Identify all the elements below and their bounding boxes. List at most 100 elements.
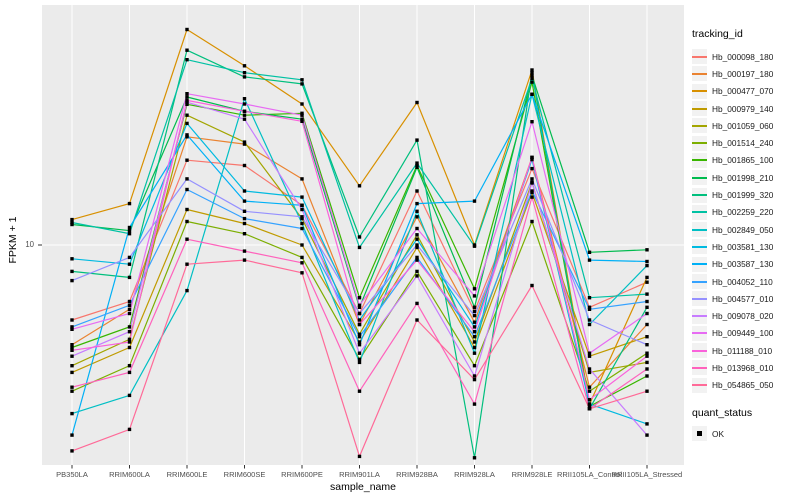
legend-line-key — [692, 49, 707, 65]
data-point — [242, 163, 247, 168]
data-point — [472, 374, 477, 378]
data-point — [185, 92, 189, 96]
data-point — [127, 393, 132, 398]
data-point — [645, 263, 649, 268]
data-point — [415, 138, 419, 142]
legend-item-label: Hb_003587_130 — [712, 259, 774, 270]
data-point — [185, 48, 189, 52]
data-point — [300, 215, 304, 219]
data-point — [357, 296, 362, 300]
color-line-icon — [692, 176, 707, 179]
data-point — [415, 209, 419, 213]
color-line-icon — [692, 384, 707, 387]
legend-item-Hb_009449_100: Hb_009449_100 — [692, 325, 800, 342]
legend: tracking_id Hb_000098_180 Hb_000197_180 Hb… — [692, 28, 800, 442]
data-point — [530, 76, 534, 80]
color-line-icon — [692, 107, 707, 110]
legend-item-Hb_001514_240: Hb_001514_240 — [692, 134, 800, 151]
data-point — [70, 327, 74, 331]
data-point — [300, 177, 304, 181]
legend-item-label: Hb_001514_240 — [712, 138, 774, 149]
data-point — [587, 389, 592, 393]
legend-item-label: Hb_000477_070 — [712, 86, 774, 97]
data-point — [530, 189, 534, 193]
data-point — [70, 449, 74, 453]
data-point — [127, 307, 132, 311]
data-point — [185, 219, 189, 224]
data-point — [300, 119, 304, 123]
legend-item-Hb_000098_180: Hb_000098_180 — [692, 48, 800, 65]
data-point — [70, 318, 74, 322]
data-point — [357, 303, 362, 307]
data-point — [242, 140, 247, 144]
legend-line-key — [692, 377, 707, 393]
data-point — [127, 303, 132, 307]
data-point — [127, 201, 132, 206]
data-point — [472, 340, 477, 344]
data-point — [645, 374, 649, 378]
legend-item-Hb_009078_020: Hb_009078_020 — [692, 307, 800, 324]
legend-item-label: Hb_009078_020 — [712, 311, 774, 322]
data-point — [70, 348, 74, 352]
data-point — [587, 351, 592, 355]
data-point — [300, 243, 304, 247]
data-point — [242, 142, 247, 146]
color-line-icon — [692, 159, 707, 162]
legend-line-key — [692, 170, 707, 186]
data-point — [587, 322, 592, 327]
data-point — [185, 237, 189, 241]
data-point — [357, 184, 362, 188]
data-point — [242, 64, 247, 68]
data-point — [587, 367, 592, 371]
legend-item-Hb_004052_110: Hb_004052_110 — [692, 273, 800, 290]
legend-line-key — [692, 274, 707, 289]
legend-item-label: Hb_004052_110 — [712, 276, 773, 287]
data-point — [415, 258, 419, 262]
data-point — [300, 226, 304, 231]
data-point — [185, 100, 189, 104]
x-tick-label: RRIM901LA — [339, 470, 380, 479]
legend-item-label: Hb_009449_100 — [712, 328, 774, 339]
legend-item-quant-ok: OK — [692, 425, 800, 442]
color-line-icon — [692, 349, 707, 352]
data-point — [127, 345, 132, 350]
data-point — [472, 294, 477, 298]
data-point — [587, 354, 592, 358]
x-tick-label: RRIM600SE — [223, 470, 266, 479]
data-point — [300, 78, 304, 82]
data-point — [530, 166, 534, 171]
data-point — [242, 258, 247, 262]
x-tick-label: RRIM600LA — [109, 470, 150, 479]
color-line-icon — [692, 194, 707, 197]
data-point — [645, 354, 649, 358]
legend-item-Hb_054865_050: Hb_054865_050 — [692, 377, 800, 394]
data-point — [70, 325, 74, 329]
data-point — [587, 318, 592, 322]
data-point — [530, 120, 534, 124]
data-point — [645, 311, 649, 316]
data-point — [70, 278, 74, 283]
data-point — [70, 217, 74, 222]
data-point — [645, 422, 649, 426]
color-line-icon — [692, 142, 707, 145]
data-point — [300, 221, 304, 226]
legend-items: Hb_000098_180 Hb_000197_180 Hb_000477_070 H… — [692, 48, 800, 394]
legend-item-Hb_001059_060: Hb_001059_060 — [692, 117, 800, 134]
legend-item-label: Hb_004577_010 — [712, 293, 774, 304]
data-point — [127, 275, 132, 280]
color-line-icon — [692, 90, 707, 93]
data-point — [415, 301, 419, 306]
data-point — [472, 199, 477, 203]
data-point — [530, 73, 534, 78]
legend-item-label: Hb_000979_140 — [712, 103, 774, 114]
data-point — [127, 364, 132, 368]
data-point — [645, 389, 649, 393]
data-point — [185, 102, 189, 106]
legend-item-label: Hb_001865_100 — [712, 155, 774, 166]
data-point — [530, 155, 534, 160]
legend-item-label: Hb_000098_180 — [712, 51, 774, 62]
data-point — [357, 335, 362, 339]
data-point — [472, 330, 477, 334]
data-point — [242, 209, 247, 213]
data-point — [357, 340, 362, 344]
